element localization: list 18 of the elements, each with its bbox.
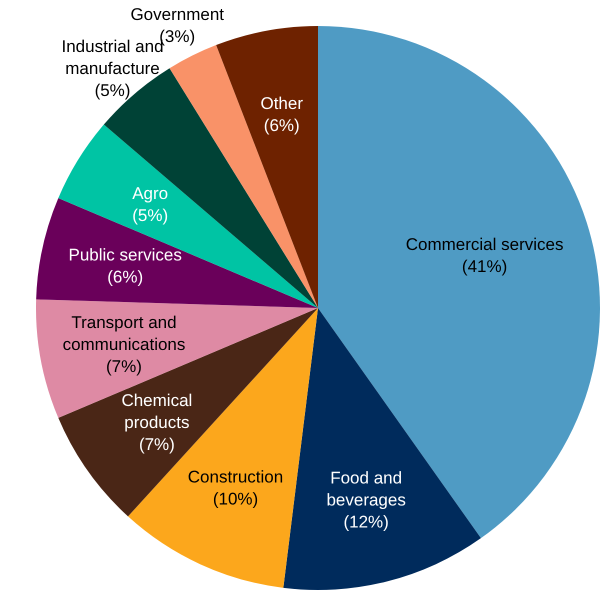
slice-label: Construction bbox=[188, 467, 284, 486]
slice-label: Public services bbox=[68, 246, 182, 265]
data-label: (41%) bbox=[462, 256, 508, 276]
data-label: (12%) bbox=[343, 512, 389, 532]
data-label: (10%) bbox=[212, 489, 258, 508]
data-label: (7%) bbox=[106, 357, 142, 376]
slice-label: Commercial services bbox=[406, 234, 564, 254]
data-label: (6%) bbox=[264, 116, 300, 135]
data-label: (7%) bbox=[138, 435, 175, 454]
slice-label: Agro bbox=[132, 184, 168, 204]
slice-label: Chemical products bbox=[121, 391, 192, 432]
data-label: (6%) bbox=[107, 268, 144, 287]
slice-label: Other bbox=[260, 94, 304, 113]
data-label: (5%) bbox=[94, 81, 130, 100]
slice-label: Transport and communications bbox=[62, 313, 186, 354]
slice-label: Food and beverages bbox=[326, 468, 406, 510]
data-label: (5%) bbox=[132, 206, 168, 226]
slice-label: Government bbox=[130, 5, 224, 24]
